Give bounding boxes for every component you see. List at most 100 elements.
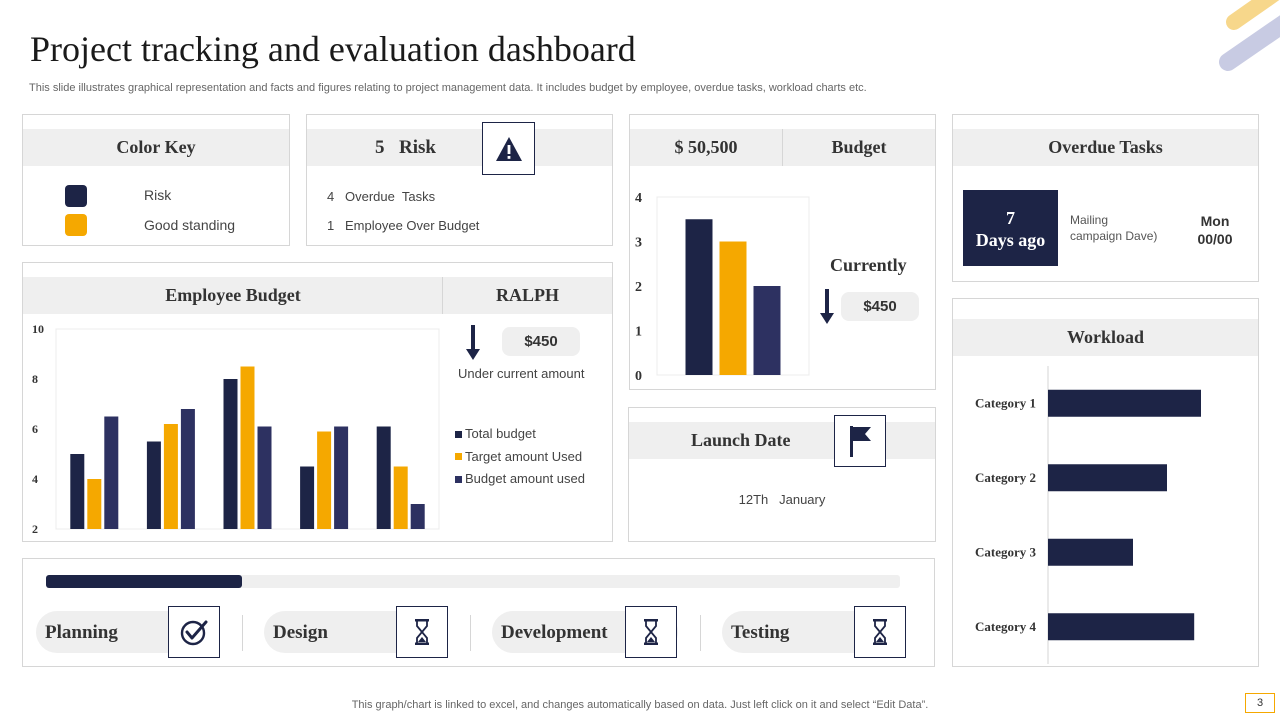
launch-day: 12Th [738, 492, 769, 507]
employee-budget-caption: Under current amount [458, 366, 585, 381]
overdue-task-name: Mailing campaign Dave) [1070, 212, 1157, 244]
progress-fill [46, 575, 243, 588]
y-tick-label: 3 [635, 236, 642, 251]
workload-chart: Category 1 Category 2 Category 3 Category 4 [975, 366, 1201, 664]
legend-label: Budget amount used [465, 471, 585, 486]
bar-total-budget [300, 466, 315, 529]
progress-panel: Planning Design Development Testing [22, 558, 935, 667]
stage-divider [700, 615, 701, 651]
category-label: Category 2 [975, 470, 1036, 485]
bar-budget-amount-used [334, 426, 349, 529]
risk-title: Risk [399, 137, 436, 158]
y-tick-label: 4 [635, 191, 642, 206]
budget-bar [719, 241, 747, 375]
y-tick-label: 6 [32, 422, 38, 436]
budget-chart: 0 1 2 3 4 [635, 191, 810, 384]
bar-budget-amount-used [410, 504, 425, 529]
header-divider [782, 129, 783, 166]
y-tick-label: 2 [635, 280, 642, 295]
employee-budget-value: $450 [502, 327, 580, 356]
y-tick-label: 2 [32, 522, 38, 536]
workload-bar [1048, 464, 1167, 492]
risk-swatch [65, 185, 87, 207]
overdue-date-value: 00/00 [1197, 231, 1233, 247]
stage-label: Development [501, 622, 608, 643]
category-label: Category 1 [975, 395, 1036, 410]
stage-label: Design [273, 622, 328, 643]
color-key-good-label: Good standing [144, 217, 236, 233]
overdue-title: Overdue Tasks [953, 129, 1258, 166]
risk-count: 5 [375, 137, 385, 158]
launch-title: Launch Date [629, 422, 935, 459]
overdue-badge-number: 7 [1006, 208, 1015, 228]
overdue-task-line: campaign Dave) [1070, 229, 1158, 243]
overdue-day: Mon [1200, 213, 1230, 229]
risk-item-count: 1 [327, 218, 335, 233]
progress-track [46, 575, 900, 588]
budget-bar [753, 286, 781, 375]
page-title: Project tracking and evaluation dashboar… [30, 29, 636, 69]
arrow-down-icon [820, 289, 834, 330]
checkmark-circle-icon [168, 606, 220, 658]
employee-budget-title: Employee Budget [23, 277, 443, 314]
legend-label: Total budget [465, 426, 536, 441]
budget-current-value: $450 [841, 292, 919, 321]
workload-bar [1048, 538, 1133, 566]
risk-item-label: Overdue Tasks [345, 189, 436, 204]
risk-item-label: Employee Over Budget [345, 218, 480, 233]
bar-total-budget [146, 441, 161, 529]
y-tick-label: 0 [635, 369, 642, 384]
bar-target-amount-used [393, 466, 408, 529]
corner-decoration [1219, 0, 1280, 71]
budget-currently-label: Currently [830, 255, 907, 275]
bar-budget-amount-used [104, 416, 119, 529]
bar-total-budget [376, 426, 391, 529]
good-standing-swatch [65, 214, 87, 236]
bar-target-amount-used [317, 431, 332, 529]
workload-title: Workload [953, 319, 1258, 356]
bar-total-budget [223, 379, 238, 529]
launch-month: January [779, 492, 826, 507]
y-tick-label: 1 [635, 325, 642, 340]
employee-name: RALPH [443, 277, 612, 314]
bar-budget-amount-used [257, 426, 272, 529]
bar-target-amount-used [163, 424, 178, 529]
legend-item: Target amount Used [455, 446, 585, 469]
page-subtitle: This slide illustrates graphical represe… [29, 82, 867, 94]
workload-bar [1048, 613, 1195, 641]
bar-target-amount-used [87, 479, 102, 529]
flag-icon [834, 415, 886, 467]
category-label: Category 4 [975, 619, 1037, 634]
stage-divider [242, 615, 243, 651]
legend-item: Budget amount used [455, 468, 585, 491]
footer-note: This graph/chart is linked to excel, and… [351, 699, 929, 711]
risk-item-count: 4 [327, 189, 335, 204]
chart-legend: Total budget Target amount Used Budget a… [455, 423, 585, 491]
legend-label: Target amount Used [465, 448, 583, 464]
page-number: 3 [1245, 693, 1275, 713]
legend-swatch [455, 430, 462, 438]
stage-label: Planning [45, 622, 118, 643]
y-tick-label: 8 [32, 372, 38, 386]
overdue-badge: 7 Days ago [963, 190, 1058, 266]
employee-budget-panel: Employee Budget RALPH 2 4 6 8 10 $450 Under … [22, 262, 613, 542]
bar-total-budget [70, 454, 85, 529]
overdue-task-line: Mailing [1070, 213, 1109, 227]
stage-label: Testing [731, 622, 790, 643]
hourglass-icon [625, 606, 677, 658]
legend-item: Total budget [455, 423, 585, 446]
bar-target-amount-used [240, 366, 255, 529]
y-tick-label: 10 [32, 322, 44, 336]
y-tick-label: 4 [32, 472, 38, 486]
risk-header [307, 129, 612, 166]
color-key-risk-label: Risk [144, 187, 172, 203]
risk-panel: 5 Risk 4 Overdue Tasks 1 Employee Over B… [306, 114, 613, 246]
budget-panel: $ 50,500 Budget 0 1 2 3 4 Currently $450 [629, 114, 936, 390]
overdue-tasks-panel: Overdue Tasks 7 Days ago Mailing campaig… [952, 114, 1259, 282]
stage-divider [470, 615, 471, 651]
launch-date-panel: Launch Date 12Th January [628, 407, 936, 542]
color-key-panel: Color Key Risk Good standing [22, 114, 290, 246]
launch-date: 12Th January [629, 492, 935, 507]
color-key-title: Color Key [23, 129, 289, 166]
